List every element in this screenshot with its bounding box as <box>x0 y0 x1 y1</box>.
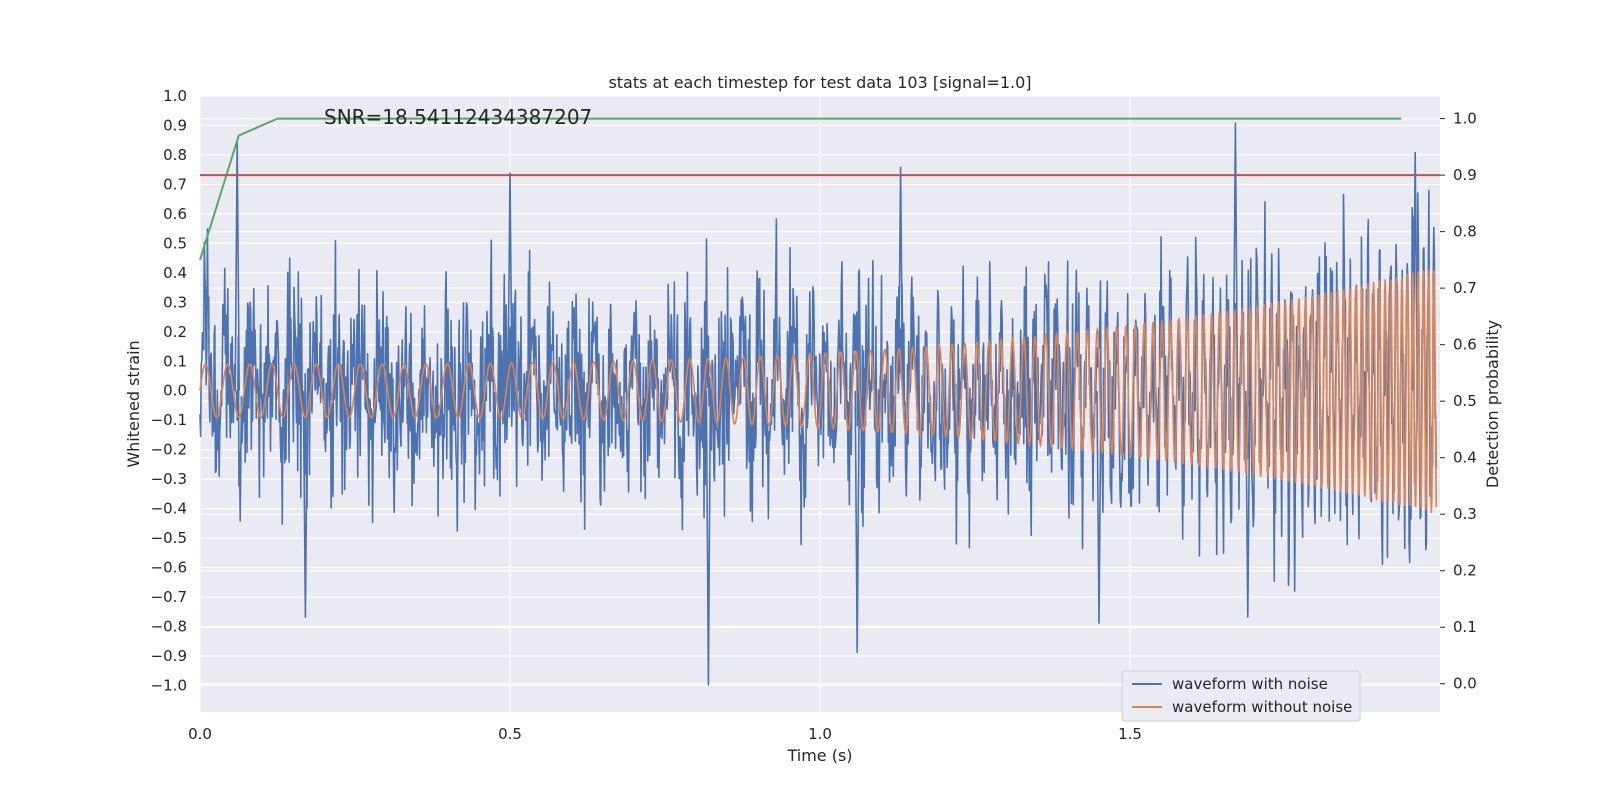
clean-waveform-line <box>199 269 1438 514</box>
y-tick-label: 0.8 <box>163 146 187 164</box>
y2-axis-label: Detection probability <box>1483 320 1502 488</box>
x-tick-label: 1.5 <box>1118 725 1142 743</box>
x-tick-label: 1.0 <box>808 725 832 743</box>
y-tick-label: −0.3 <box>151 470 187 488</box>
x-tick-label: 0.5 <box>498 725 522 743</box>
y2-tick-label: 0.5 <box>1453 392 1477 410</box>
tick-layer: 0.0 0.5 1.0 1.5 1.0 0.9 0.8 0.7 0.6 0.5 0.4 0.3 0.2 0… <box>151 87 1477 743</box>
y-tick-label: 0.7 <box>163 175 187 193</box>
y-tick-label: 0.5 <box>163 234 187 252</box>
y-tick-label: −0.5 <box>151 529 187 547</box>
series-layer <box>199 117 1440 686</box>
y-tick-label: −0.7 <box>151 588 187 606</box>
y-tick-label: −0.4 <box>151 500 187 518</box>
y-tick-label: −1.0 <box>151 676 187 694</box>
noisy-waveform-spike <box>897 166 904 391</box>
y2-tick-label: 0.0 <box>1453 675 1477 693</box>
x-axis-label: Time (s) <box>786 746 852 765</box>
y-tick-label: −0.9 <box>151 647 187 665</box>
legend-box <box>1121 670 1361 722</box>
y2-tick-label: 0.3 <box>1453 505 1477 523</box>
y-tick-label: 0.4 <box>163 264 187 282</box>
legend-label-noisy: waveform with noise <box>1172 675 1328 693</box>
y-tick-label: −0.2 <box>151 441 187 459</box>
y-tick-label: −0.8 <box>151 618 187 636</box>
noisy-waveform-spike <box>1232 122 1239 391</box>
detection-probability-line <box>199 117 1402 261</box>
y2-tick-label: 0.8 <box>1453 223 1477 241</box>
legend-label-clean: waveform without noise <box>1172 698 1352 716</box>
y2-tick-label: 1.0 <box>1453 110 1477 128</box>
y-axis-label: Whitened strain <box>124 340 143 467</box>
x-tick-label: 0.0 <box>188 725 212 743</box>
y-tick-label: 0.2 <box>163 323 187 341</box>
noisy-waveform-spike <box>302 390 309 618</box>
y2-tick-label: 0.2 <box>1453 562 1477 580</box>
legend: waveform with noise waveform without noi… <box>1121 670 1361 722</box>
y-tick-label: 0.3 <box>163 293 187 311</box>
snr-annotation: SNR=18.54112434387207 <box>324 105 592 129</box>
y-tick-label: 1.0 <box>163 87 187 105</box>
y-tick-label: 0.1 <box>163 352 187 370</box>
y2-tick-label: 0.1 <box>1453 618 1477 636</box>
y2-tick-label: 0.7 <box>1453 279 1477 297</box>
y-tick-label: 0.9 <box>163 116 187 134</box>
y-tick-label: 0.0 <box>163 382 187 400</box>
y2-tick-label: 0.4 <box>1453 449 1477 467</box>
chart-title: stats at each timestep for test data 103… <box>608 73 1031 92</box>
y2-tick-label: 0.9 <box>1453 166 1477 184</box>
y2-tick-label: 0.6 <box>1453 336 1477 354</box>
y-tick-label: 0.6 <box>163 205 187 223</box>
y-tick-label: −0.6 <box>151 559 187 577</box>
y-tick-label: −0.1 <box>151 411 187 429</box>
noisy-waveform-spike <box>507 172 513 391</box>
